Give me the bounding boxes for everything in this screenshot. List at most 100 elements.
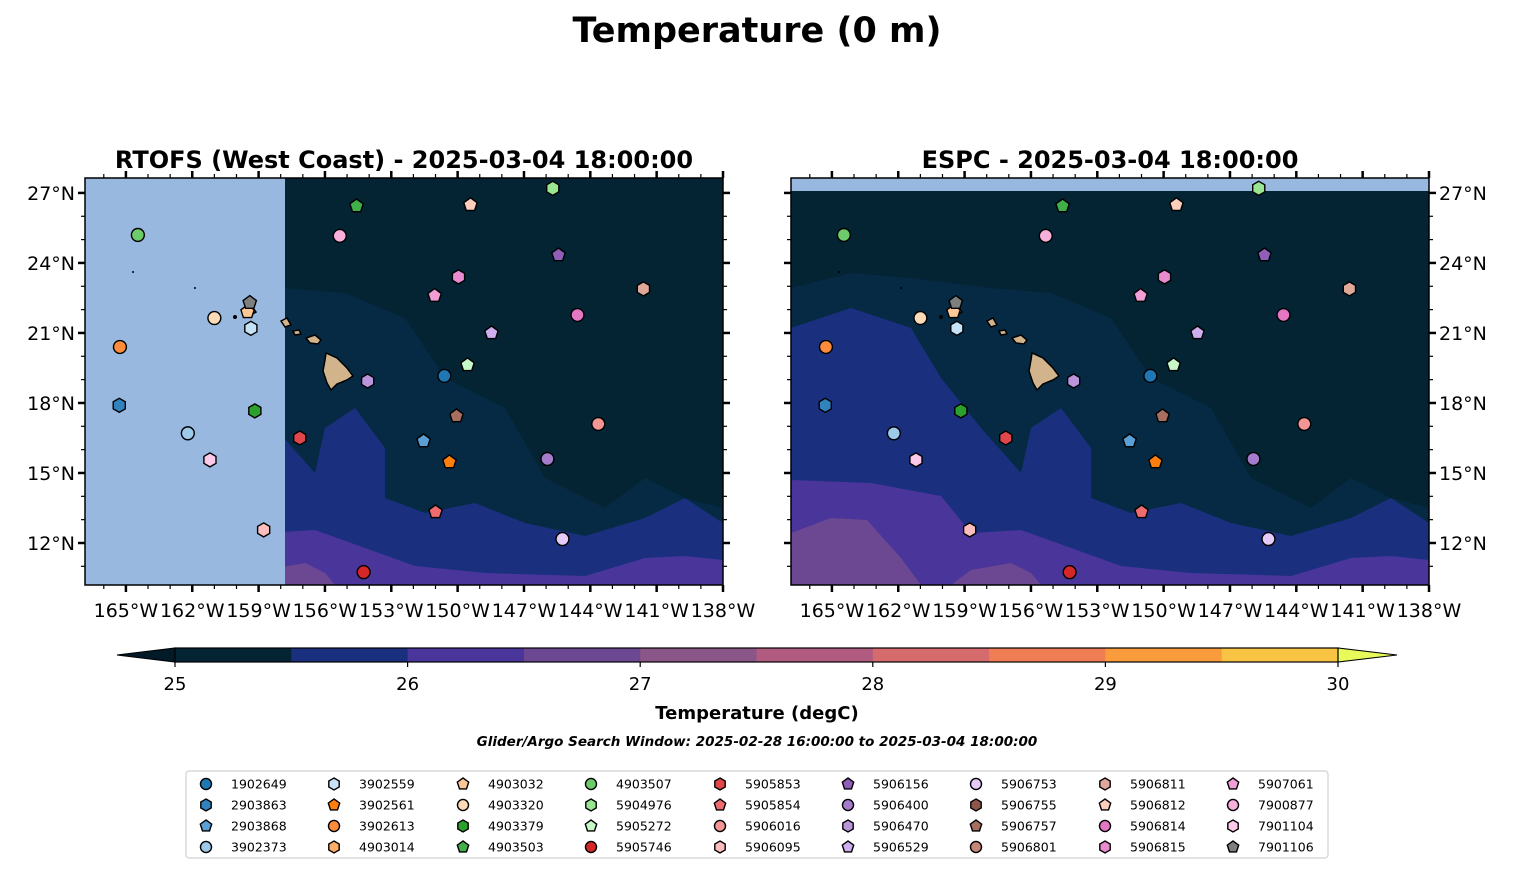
legend-label: 5905853 bbox=[745, 777, 801, 792]
legend-marker bbox=[327, 819, 341, 833]
colorbar-segment bbox=[523, 648, 641, 662]
legend-label: 5906812 bbox=[1130, 798, 1186, 813]
y-tick-label: 24°N bbox=[27, 253, 75, 275]
float-marker-5906757 bbox=[449, 408, 465, 423]
field-band-26 bbox=[791, 480, 1429, 585]
legend-item: 5906814 bbox=[1098, 819, 1186, 834]
float-marker-1902649 bbox=[1143, 368, 1158, 384]
x-tick-label: 153°W bbox=[1065, 600, 1130, 622]
float-marker-5906529 bbox=[1189, 325, 1205, 340]
legend-label: 1902649 bbox=[231, 777, 287, 792]
legend-item: 5906815 bbox=[1099, 840, 1186, 855]
float-marker-2903868 bbox=[416, 433, 432, 448]
float-marker-5905272 bbox=[1166, 357, 1182, 372]
rtofs-map: 165°W 162°W 159°W 156°W 153°W 150°W 147°W 144°W… bbox=[27, 171, 755, 622]
legend-label: 3902373 bbox=[231, 840, 287, 855]
x-tick-label: 153°W bbox=[359, 600, 424, 622]
y-tick-label: 18°N bbox=[1439, 393, 1487, 415]
legend-marker bbox=[584, 777, 598, 791]
land-big-island bbox=[322, 351, 355, 392]
no-data-region bbox=[791, 178, 1429, 191]
float-marker-2903863 bbox=[112, 397, 126, 414]
legend-item: 4903032 bbox=[456, 777, 544, 792]
legend-marker bbox=[328, 840, 340, 854]
legend-marker bbox=[1098, 819, 1112, 833]
legend-label: 4903320 bbox=[488, 798, 544, 813]
legend: 1902649 2903863 2903868 3902373 3902559 39025… bbox=[199, 777, 1314, 855]
legend-label: 5906529 bbox=[873, 840, 929, 855]
legend-item: 2903868 bbox=[199, 819, 287, 834]
colorbar-segment bbox=[1105, 648, 1223, 662]
legend-label: 5906815 bbox=[1130, 840, 1186, 855]
y-tick-label: 27°N bbox=[1439, 183, 1487, 205]
land-niihau bbox=[939, 315, 943, 319]
x-tick-label: 150°W bbox=[1131, 600, 1196, 622]
legend-item: 4903379 bbox=[457, 819, 544, 834]
map-frame bbox=[84, 177, 724, 586]
y-tick-label: 21°N bbox=[1439, 323, 1487, 345]
legend-marker bbox=[328, 777, 340, 791]
float-marker-5906095 bbox=[256, 522, 271, 538]
y-tick-label: 12°N bbox=[1439, 533, 1487, 555]
x-tick-label: 150°W bbox=[425, 600, 490, 622]
legend-label: 7901106 bbox=[1258, 840, 1314, 855]
legend-label: 4903503 bbox=[488, 840, 544, 855]
colorbar-tick-label: 28 bbox=[861, 674, 884, 695]
legend-item: 5906400 bbox=[841, 798, 929, 813]
land-nw-islet bbox=[194, 287, 196, 289]
legend-label: 5906470 bbox=[873, 819, 929, 834]
float-marker-5905853 bbox=[293, 430, 307, 446]
y-tick-label: 27°N bbox=[27, 183, 75, 205]
float-marker-5906753 bbox=[1261, 531, 1276, 547]
float-marker-5906470 bbox=[1066, 373, 1081, 389]
float-marker-5906811 bbox=[636, 281, 651, 297]
float-marker-5906095 bbox=[962, 522, 977, 538]
float-marker-7901106 bbox=[242, 294, 258, 309]
legend-label: 5905272 bbox=[616, 819, 672, 834]
land-molokai bbox=[291, 329, 303, 336]
legend-label: 7900877 bbox=[1258, 798, 1314, 813]
x-tick-label: 165°W bbox=[800, 600, 865, 622]
colorbar-tick-label: 27 bbox=[629, 674, 652, 695]
legend-marker bbox=[970, 798, 982, 812]
legend-marker bbox=[199, 840, 213, 854]
float-marker-7900877 bbox=[1038, 228, 1053, 244]
float-marker-5904976 bbox=[546, 180, 560, 197]
legend-label: 3902561 bbox=[359, 798, 415, 813]
colorbar-tick-label: 29 bbox=[1094, 674, 1117, 695]
legend-item: 5905853 bbox=[714, 777, 801, 792]
legend-marker bbox=[842, 819, 854, 833]
legend-item: 5906801 bbox=[969, 840, 1057, 855]
float-marker-5906814 bbox=[1276, 307, 1291, 323]
colorbar-segment bbox=[640, 648, 757, 662]
float-marker-3902559 bbox=[950, 320, 964, 337]
legend-marker bbox=[1226, 798, 1240, 812]
legend-item: 5906095 bbox=[714, 840, 801, 855]
float-marker-4903379 bbox=[954, 403, 968, 419]
legend-marker bbox=[969, 840, 983, 854]
colorbar-label: Temperature (degC) bbox=[655, 703, 858, 724]
land-niihau bbox=[233, 315, 237, 319]
legend-item: 3902561 bbox=[327, 798, 415, 813]
float-marker-2903868 bbox=[1122, 433, 1138, 448]
colorbar-segment bbox=[872, 648, 990, 662]
legend-item: 5906470 bbox=[842, 819, 929, 834]
x-tick-label: 156°W bbox=[293, 600, 358, 622]
legend-marker bbox=[456, 777, 470, 790]
legend-marker bbox=[841, 798, 855, 812]
float-marker-5906529 bbox=[483, 325, 499, 340]
legend-label: 5906016 bbox=[745, 819, 801, 834]
float-marker-5904976 bbox=[1252, 180, 1266, 197]
legend-label: 5906400 bbox=[873, 798, 929, 813]
float-marker-5907061 bbox=[1133, 287, 1149, 302]
legend-item: 4903014 bbox=[328, 840, 415, 855]
colorbar-segment bbox=[756, 648, 874, 662]
legend-marker bbox=[714, 777, 726, 791]
legend-marker bbox=[456, 798, 470, 812]
colorbar-segment bbox=[175, 648, 292, 662]
right-map-title: ESPC - 2025-03-04 18:00:00 bbox=[922, 146, 1299, 174]
colorbar-over-arrow bbox=[1337, 647, 1398, 663]
legend-label: 5906814 bbox=[1130, 819, 1186, 834]
legend-marker bbox=[1099, 777, 1111, 791]
